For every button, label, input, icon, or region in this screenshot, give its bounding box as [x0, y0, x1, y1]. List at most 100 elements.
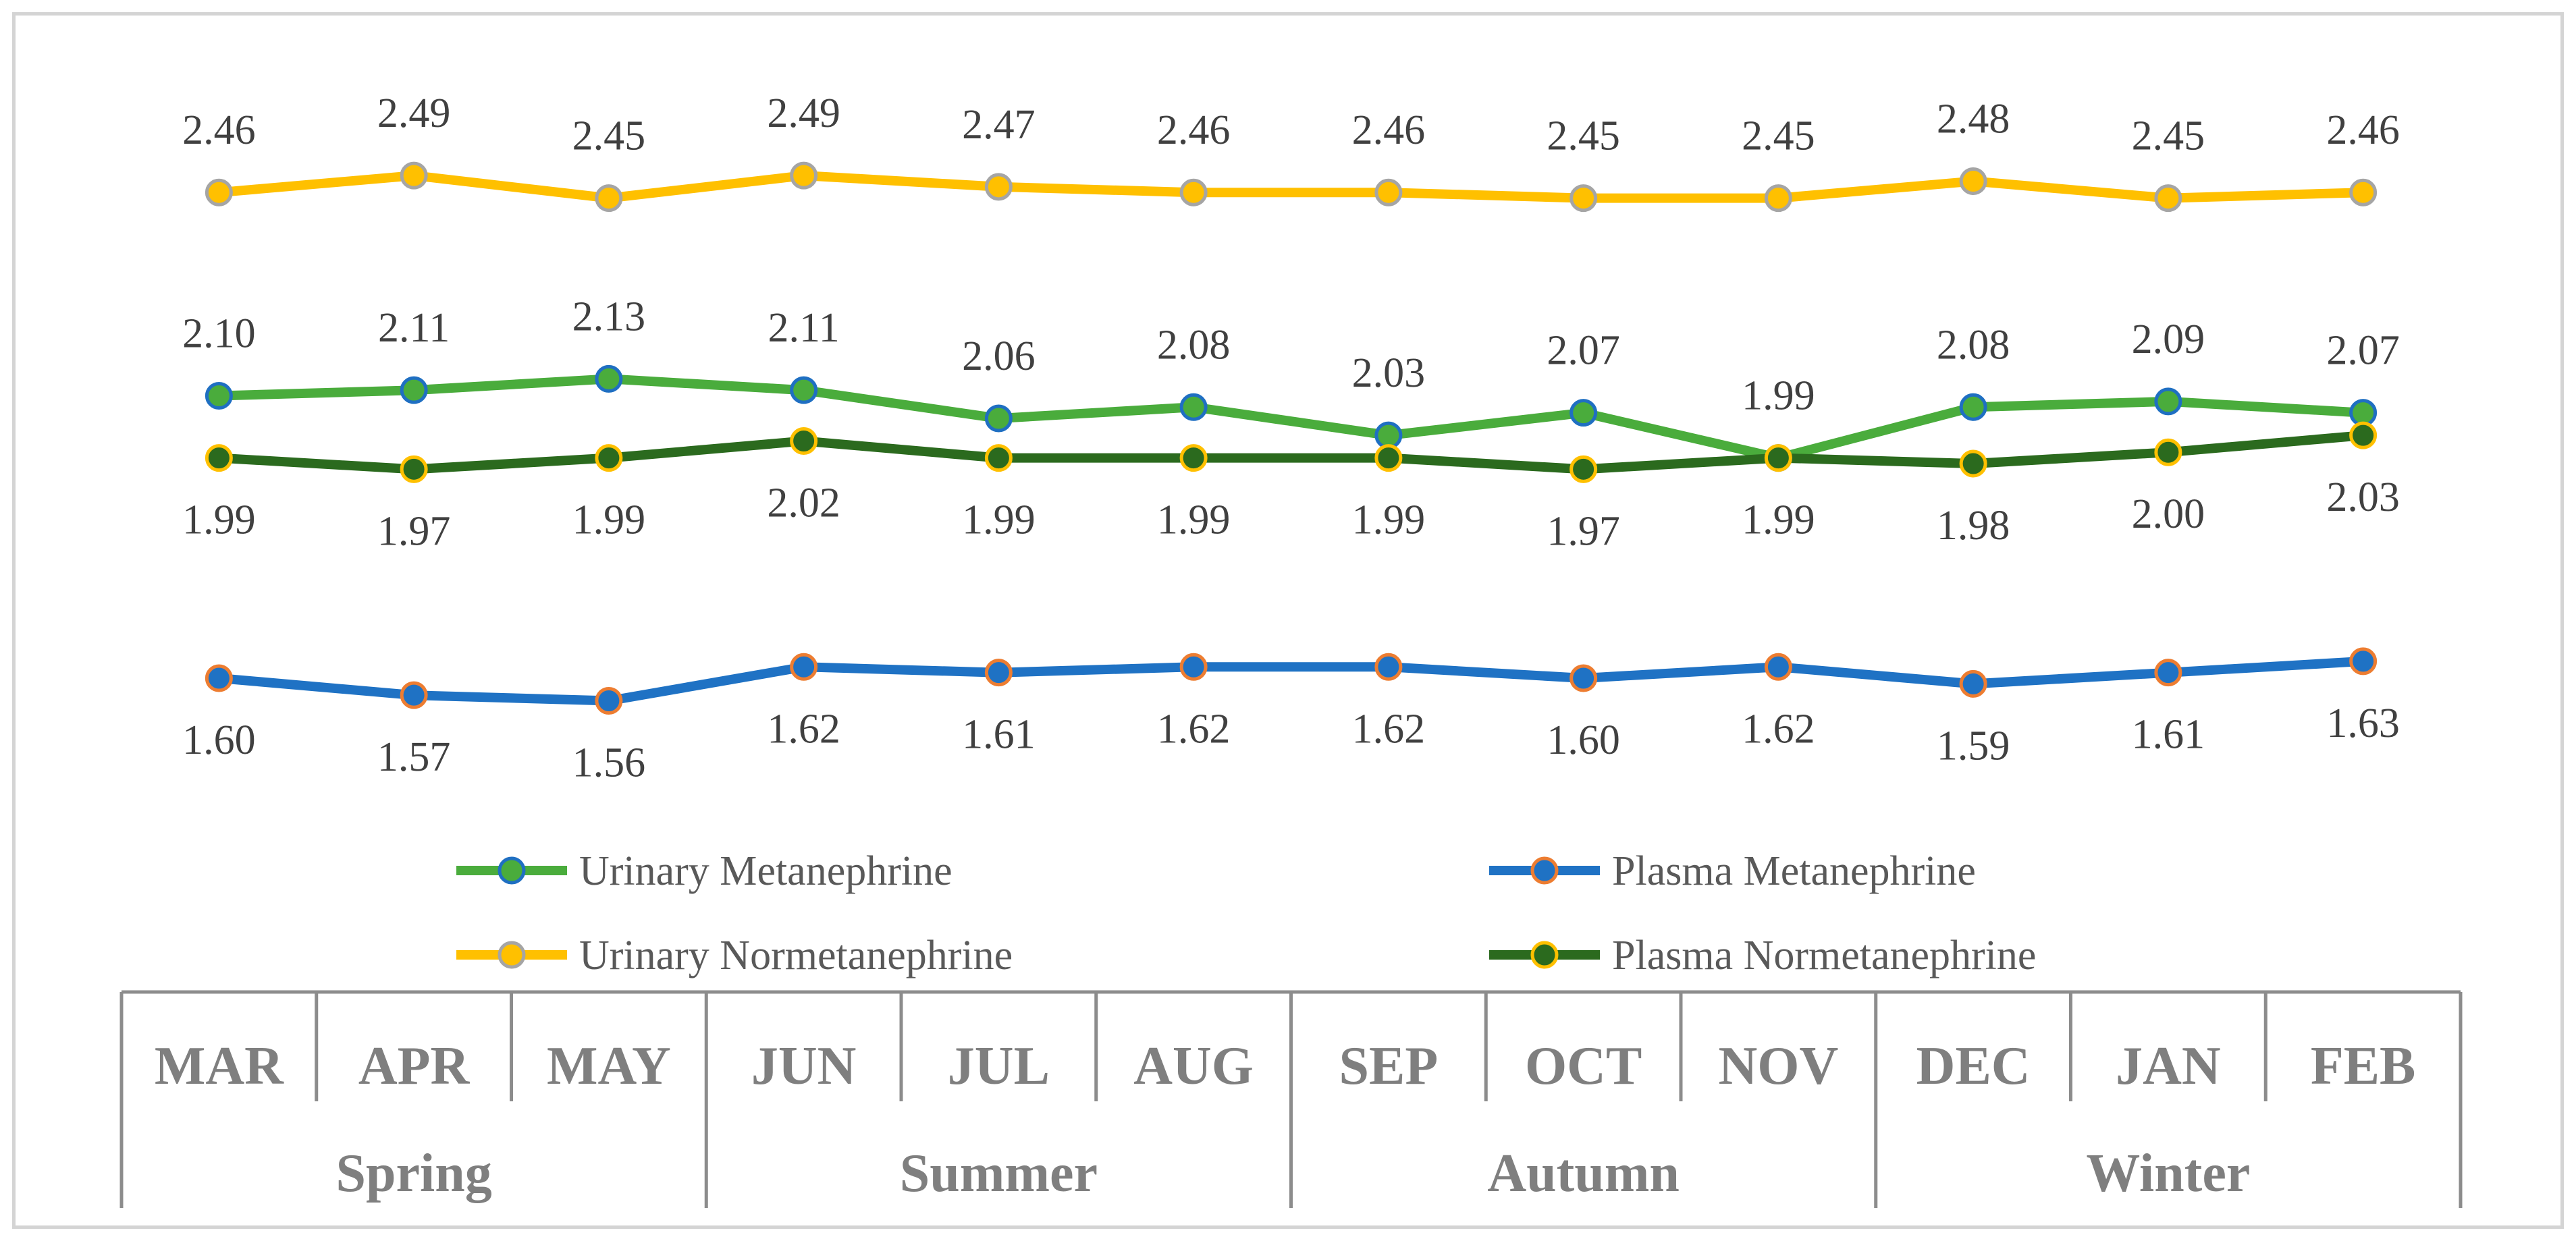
legend-swatch-marker [1530, 941, 1559, 969]
data-label-um-jun: 2.11 [768, 305, 840, 351]
month-label-mar: MAR [155, 1037, 284, 1096]
month-label-dec: DEC [1916, 1037, 2031, 1096]
series-markers [205, 161, 2378, 715]
marker-um-oct [1569, 399, 1598, 427]
marker-um-feb [2349, 399, 2378, 427]
legend-item-un: Urinary Normetanephrine [456, 933, 1013, 978]
data-label-un-sep: 2.46 [1352, 107, 1426, 153]
legend-item-um: Urinary Metanephrine [456, 848, 952, 894]
marker-um-jan [2154, 387, 2182, 416]
season-label-autumn: Autumn [1487, 1144, 1680, 1203]
series-lines [214, 171, 2368, 706]
marker-pm-nov [1764, 653, 1792, 681]
marker-un-aug [1179, 178, 1208, 206]
marker-pn-jan [2154, 438, 2182, 466]
data-label-pm-jun: 1.62 [767, 706, 840, 752]
month-label-feb: FEB [2311, 1037, 2416, 1096]
month-label-sep: SEP [1339, 1037, 1439, 1096]
marker-un-sep [1374, 178, 1403, 206]
month-label-apr: APR [358, 1037, 471, 1096]
marker-pn-aug [1179, 444, 1208, 472]
legend-label: Urinary Normetanephrine [579, 933, 1013, 978]
data-label-um-mar: 2.10 [182, 311, 256, 357]
data-label-un-nov: 2.45 [1742, 113, 1815, 159]
marker-pm-oct [1569, 664, 1598, 692]
marker-un-may [595, 184, 623, 213]
month-label-jul: JUL [948, 1037, 1050, 1096]
data-labels: 2.10 2.11 2.13 2.11 2.06 2.08 2.03 2.07 1.99 2.08… [182, 90, 2400, 785]
marker-pm-sep [1374, 653, 1403, 681]
data-label-um-apr: 2.11 [378, 305, 450, 351]
series-line-um [214, 374, 2368, 463]
marker-pn-may [595, 444, 623, 472]
marker-pm-feb [2349, 647, 2378, 675]
data-label-um-oct: 2.07 [1547, 328, 1620, 374]
month-label-aug: AUG [1133, 1037, 1254, 1096]
month-label-may: MAY [547, 1037, 671, 1096]
marker-pm-dec [1959, 669, 1987, 698]
month-label-jun: JUN [751, 1037, 857, 1096]
marker-pn-jun [790, 427, 818, 455]
marker-un-oct [1569, 184, 1598, 213]
data-label-un-oct: 2.45 [1547, 113, 1620, 159]
data-label-pm-dec: 1.59 [1937, 723, 2010, 769]
category-axis: MAR APR MAY JUN JUL AUG SEP OCT NOV DEC JAN FEB Spri… [119, 990, 2463, 1208]
data-label-un-apr: 2.49 [377, 90, 451, 136]
legend-label: Plasma Metanephrine [1612, 848, 1976, 894]
data-label-pn-nov: 1.99 [1742, 497, 1815, 543]
data-label-um-jul: 2.06 [962, 333, 1036, 379]
data-label-pn-jul: 1.99 [962, 497, 1036, 543]
legend-swatch-marker [1530, 856, 1559, 885]
data-label-um-nov: 1.99 [1742, 373, 1815, 419]
data-label-um-jan: 2.09 [2132, 316, 2205, 362]
data-label-um-aug: 2.08 [1157, 322, 1231, 368]
data-label-un-jun: 2.49 [767, 90, 840, 136]
season-label-summer: Summer [900, 1144, 1098, 1203]
data-label-pn-apr: 1.97 [377, 508, 451, 554]
marker-un-jun [790, 161, 818, 190]
data-label-pm-aug: 1.62 [1157, 706, 1231, 752]
month-label-jan: JAN [2116, 1037, 2221, 1096]
season-label-spring: Spring [336, 1144, 492, 1203]
marker-un-jul [984, 173, 1013, 201]
marker-pm-jan [2154, 659, 2182, 687]
month-label-oct: OCT [1525, 1037, 1642, 1096]
marker-pn-feb [2349, 421, 2378, 449]
data-label-pm-sep: 1.62 [1352, 706, 1426, 752]
marker-un-feb [2349, 178, 2378, 206]
data-label-pm-may: 1.56 [572, 740, 646, 786]
data-label-pn-sep: 1.99 [1352, 497, 1426, 543]
data-label-pn-aug: 1.99 [1157, 497, 1231, 543]
data-label-un-mar: 2.46 [182, 107, 256, 153]
month-label-nov: NOV [1718, 1037, 1838, 1096]
season-label-winter: Winter [2086, 1144, 2250, 1203]
marker-pm-aug [1179, 653, 1208, 681]
data-label-pm-apr: 1.57 [377, 734, 451, 780]
legend-item-pn: Plasma Normetanephrine [1489, 933, 2036, 978]
data-label-pn-may: 1.99 [572, 497, 646, 543]
marker-un-mar [205, 178, 233, 206]
marker-pn-mar [205, 444, 233, 472]
marker-um-aug [1179, 393, 1208, 421]
data-label-pm-jan: 1.61 [2132, 712, 2205, 758]
marker-un-apr [400, 161, 428, 190]
data-label-un-jul: 2.47 [962, 102, 1036, 148]
marker-pm-jun [790, 653, 818, 681]
data-label-um-feb: 2.07 [2326, 328, 2400, 374]
marker-pm-jul [984, 659, 1013, 687]
marker-um-mar [205, 382, 233, 410]
data-label-pm-nov: 1.62 [1742, 706, 1815, 752]
marker-un-dec [1959, 167, 1987, 195]
marker-um-jun [790, 376, 818, 404]
legend-label: Urinary Metanephrine [579, 848, 952, 894]
marker-pn-nov [1764, 444, 1792, 472]
marker-um-jul [984, 404, 1013, 433]
data-label-pn-feb: 2.03 [2326, 474, 2400, 520]
marker-pm-mar [205, 664, 233, 692]
data-label-um-sep: 2.03 [1352, 350, 1426, 396]
data-label-pn-jan: 2.00 [2132, 491, 2205, 537]
data-label-pm-mar: 1.60 [182, 717, 256, 763]
data-label-un-dec: 2.48 [1937, 96, 2010, 142]
data-label-un-jan: 2.45 [2132, 113, 2205, 159]
data-label-um-dec: 2.08 [1937, 322, 2010, 368]
